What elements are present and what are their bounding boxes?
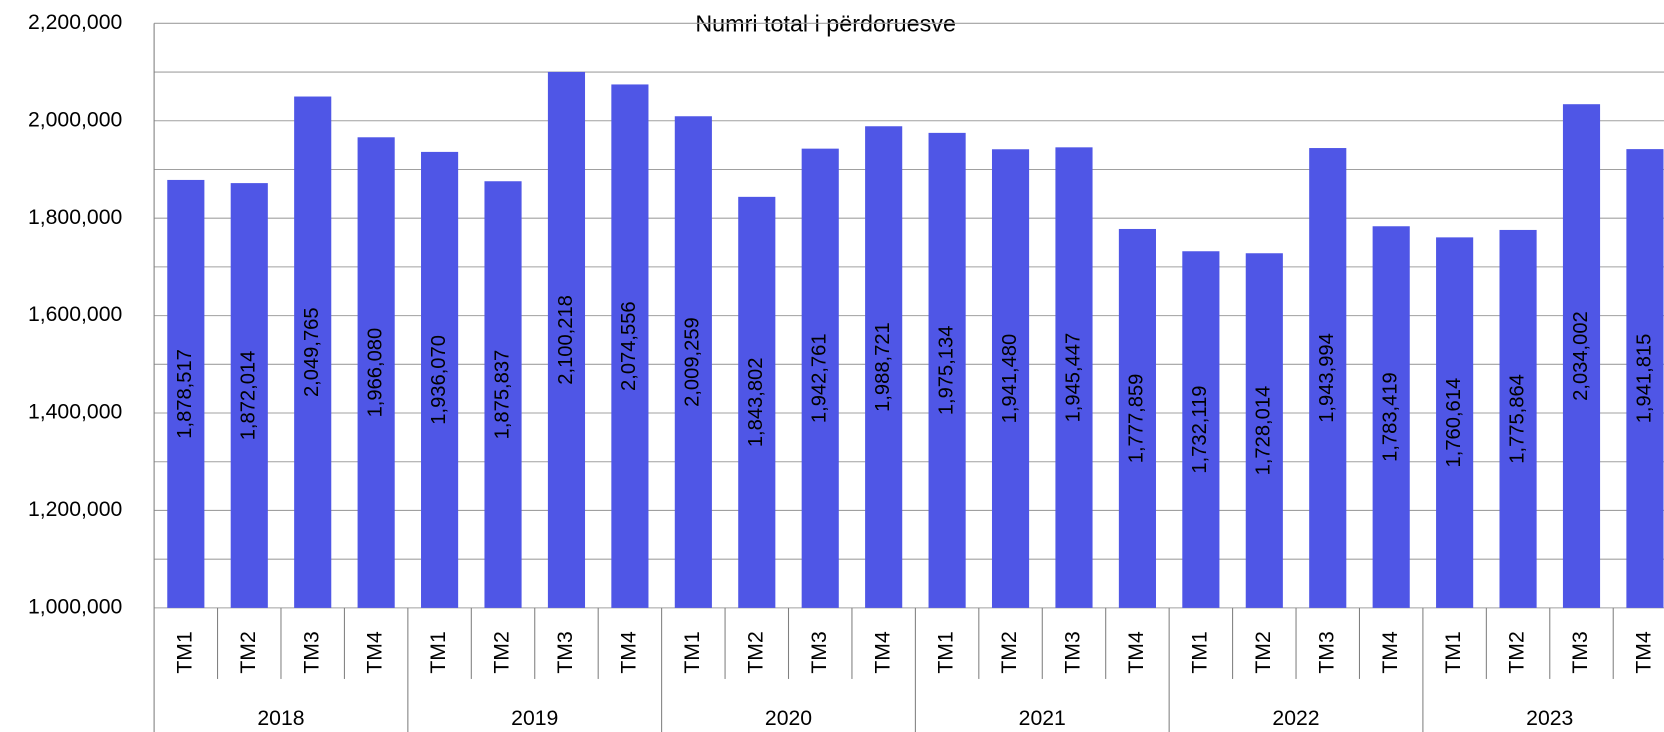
x-tick-label: TM3 <box>300 631 323 673</box>
x-tick-label: TM1 <box>1442 631 1465 673</box>
value-label: 1,843,802 <box>745 358 767 448</box>
x-tick-label: TM1 <box>681 631 704 673</box>
bar <box>674 116 712 608</box>
value-label: 1,732,119 <box>1189 386 1211 474</box>
value-label: 1,945,447 <box>1062 333 1084 423</box>
bar <box>991 149 1030 608</box>
x-tick-label: TM1 <box>427 631 450 673</box>
bar <box>484 181 522 608</box>
x-tick-label: TM4 <box>1633 631 1656 674</box>
value-label: 1,878,517 <box>174 349 196 439</box>
value-label: 2,034,002 <box>1570 311 1592 401</box>
value-label: 1,872,014 <box>238 351 260 441</box>
x-tick-label: TM4 <box>1125 631 1148 674</box>
value-label: 1,728,014 <box>1253 386 1275 476</box>
x-tick-label: TM3 <box>1062 631 1085 673</box>
x-tick-label: TM2 <box>237 631 260 673</box>
x-tick-label: TM3 <box>1315 631 1338 673</box>
x-tick-label: TM4 <box>871 631 894 674</box>
x-tick-label: TM3 <box>808 631 831 673</box>
bar <box>801 148 839 608</box>
bar <box>547 71 586 608</box>
bar <box>1436 237 1474 608</box>
value-label: 1,777,859 <box>1126 374 1148 464</box>
x-tick-label: TM3 <box>554 631 577 673</box>
value-label: 1,975,134 <box>935 326 957 416</box>
x-tick-label: TM2 <box>1252 631 1275 673</box>
bar <box>294 96 332 608</box>
x-tick-label: TM1 <box>173 631 196 673</box>
x-tick-label: TM2 <box>1506 631 1529 673</box>
x-tick-label: TM4 <box>1379 631 1402 674</box>
bar <box>1562 104 1601 608</box>
bar <box>1626 149 1664 608</box>
bar <box>865 126 903 608</box>
value-label: 1,941,815 <box>1633 334 1655 424</box>
bar <box>1309 148 1347 608</box>
value-label: 1,875,837 <box>491 350 513 440</box>
bar <box>1182 251 1220 608</box>
value-label: 1,783,419 <box>1380 372 1402 462</box>
year-label: 2022 <box>1272 707 1319 730</box>
x-tick-label: TM4 <box>618 631 641 674</box>
bar <box>1372 226 1410 608</box>
x-tick-label: TM2 <box>491 631 514 673</box>
value-label: 2,100,218 <box>555 295 577 385</box>
bar <box>1499 229 1537 608</box>
bar <box>167 179 205 608</box>
y-tick-label: 1,800,000 <box>28 206 122 229</box>
bar <box>611 84 649 608</box>
value-label: 1,775,864 <box>1506 374 1528 464</box>
value-label: 1,942,761 <box>809 333 831 423</box>
y-tick-label: 2,000,000 <box>28 108 122 131</box>
value-label: 2,049,765 <box>301 307 323 397</box>
y-tick-label: 1,400,000 <box>28 401 122 424</box>
value-label: 2,009,259 <box>682 317 704 407</box>
value-label: 2,074,556 <box>618 301 640 391</box>
x-tick-label: TM4 <box>364 631 387 674</box>
year-label: 2023 <box>1526 707 1573 730</box>
bar <box>1055 147 1093 608</box>
bar <box>928 132 966 608</box>
year-label: 2021 <box>1019 707 1066 730</box>
x-tick-label: TM3 <box>1569 631 1592 673</box>
y-tick-label: 1,600,000 <box>28 303 122 326</box>
value-label: 1,988,721 <box>872 322 894 412</box>
x-tick-label: TM2 <box>998 631 1021 673</box>
x-tick-label: TM1 <box>935 631 958 673</box>
x-tick-label: TM2 <box>744 631 767 673</box>
bar <box>1118 228 1156 608</box>
y-tick-label: 1,200,000 <box>28 498 122 521</box>
y-tick-label: 1,000,000 <box>28 595 122 618</box>
bar <box>230 183 268 608</box>
year-label: 2020 <box>765 707 812 730</box>
x-tick-label: TM1 <box>1188 631 1211 673</box>
y-tick-label: 2,200,000 <box>28 11 122 34</box>
bar <box>738 196 776 608</box>
value-label: 1,936,070 <box>428 335 450 425</box>
value-label: 1,943,994 <box>1316 333 1338 423</box>
value-label: 1,760,614 <box>1443 378 1465 468</box>
year-label: 2018 <box>257 707 304 730</box>
plot <box>153 22 1664 732</box>
value-label: 1,966,080 <box>364 328 386 418</box>
bar <box>357 137 395 608</box>
value-label: 1,941,480 <box>999 334 1021 424</box>
bar <box>421 151 459 608</box>
labels: 1,000,000 1,200,000 1,400,000 1,600,000 1,80… <box>28 11 1656 730</box>
bar <box>1245 253 1283 608</box>
year-label: 2019 <box>511 707 558 730</box>
